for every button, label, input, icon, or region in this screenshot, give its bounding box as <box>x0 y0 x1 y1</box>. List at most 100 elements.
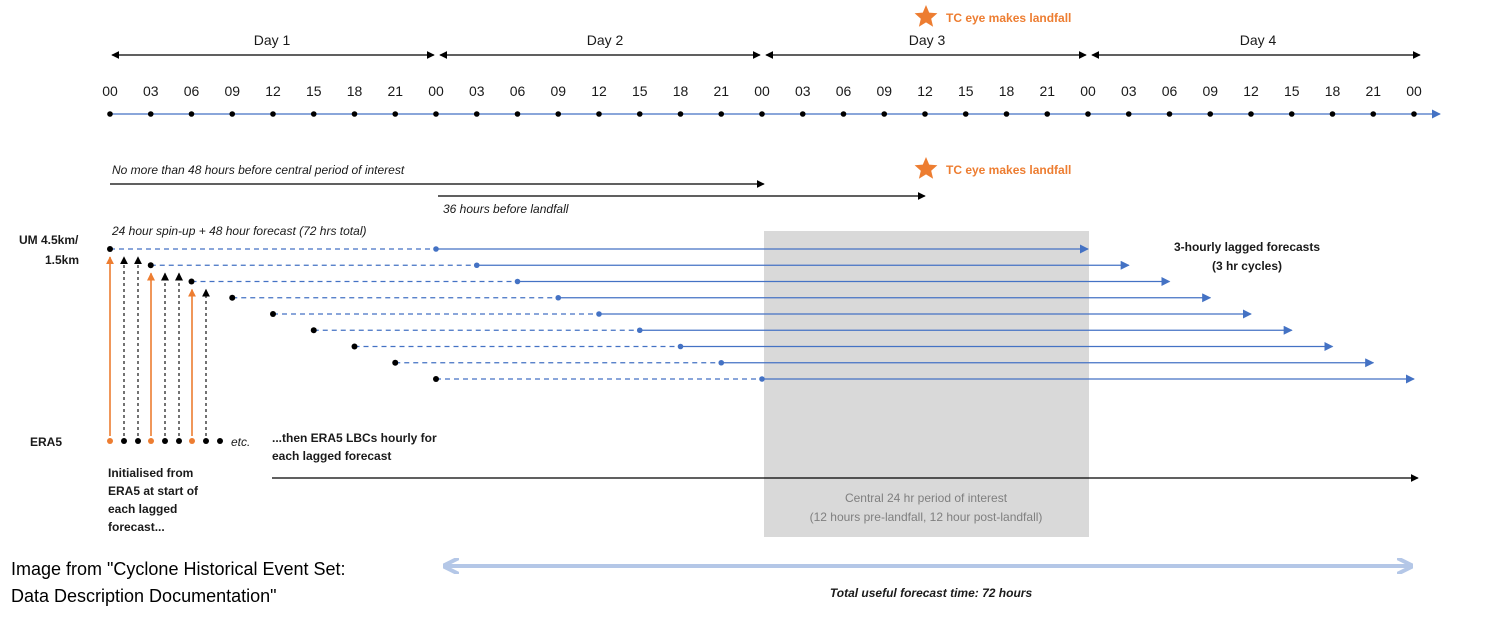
hour-dot <box>392 111 399 117</box>
hour-label: 15 <box>306 83 322 99</box>
forecast-start-dot <box>351 343 358 350</box>
day-label: Day 2 <box>587 32 624 48</box>
hour-dot <box>1085 111 1091 117</box>
init-label: forecast... <box>108 520 165 534</box>
lbc-label: ...then ERA5 LBCs hourly for <box>272 431 437 445</box>
hour-dot <box>1044 111 1051 117</box>
hour-dot <box>881 111 888 117</box>
hour-label: 21 <box>1039 83 1055 99</box>
hour-label: 00 <box>754 83 770 99</box>
hour-dot <box>718 111 725 117</box>
hour-dot <box>759 111 765 117</box>
init-label: Initialised from <box>108 466 193 480</box>
hour-dot <box>840 111 847 117</box>
hour-dot <box>270 111 276 117</box>
hour-dot <box>1411 111 1417 117</box>
era5-dot <box>162 438 168 444</box>
hour-dot <box>636 111 643 117</box>
hour-dot <box>596 111 602 117</box>
hour-dot <box>514 111 521 117</box>
star-icon <box>914 5 938 27</box>
forecast-start-dot <box>270 311 276 317</box>
hour-dot <box>799 111 806 117</box>
spinup-label: 24 hour spin-up + 48 hour forecast (72 h… <box>111 224 366 238</box>
forecast-mid-dot <box>473 262 480 269</box>
hour-label: 03 <box>1121 83 1137 99</box>
day-label: Day 3 <box>909 32 946 48</box>
lagged-label: 3-hourly lagged forecasts <box>1174 240 1320 254</box>
hour-label: 09 <box>1202 83 1218 99</box>
era5-label: ERA5 <box>30 435 62 449</box>
window-label: No more than 48 hours before central per… <box>112 163 405 177</box>
forecast-mid-dot <box>718 359 725 366</box>
hour-dot <box>962 111 969 117</box>
hour-label: 15 <box>1284 83 1300 99</box>
forecast-mid-dot <box>514 278 521 285</box>
hour-dot <box>1329 111 1336 117</box>
forecast-start-dot <box>433 376 439 382</box>
hour-dot <box>677 111 684 117</box>
hour-dot <box>1003 111 1010 117</box>
forecast-mid-dot <box>555 294 562 301</box>
etc-label: etc. <box>231 435 250 449</box>
hour-label: 00 <box>102 83 118 99</box>
hour-dot <box>1370 111 1377 117</box>
era5-dot <box>148 438 154 444</box>
era5-dot <box>176 438 182 444</box>
star-icon <box>914 157 938 179</box>
forecast-mid-dot <box>677 343 684 350</box>
window-arrows: No more than 48 hours before central per… <box>110 157 1071 216</box>
era5-dot <box>203 438 209 444</box>
hour-label: 18 <box>1325 83 1341 99</box>
model-label: 1.5km <box>45 253 79 267</box>
hour-label: 09 <box>876 83 892 99</box>
hour-dot <box>1125 111 1132 117</box>
hour-label: 15 <box>632 83 648 99</box>
period-label: (12 hours pre-landfall, 12 hour post-lan… <box>810 510 1043 524</box>
hour-dot <box>229 111 236 117</box>
hour-label: 12 <box>591 83 607 99</box>
hour-label: 21 <box>1365 83 1381 99</box>
lagged-forecasts <box>107 244 1415 384</box>
forecast-mid-dot <box>433 246 439 252</box>
source-caption: Data Description Documentation" <box>11 586 277 606</box>
hour-dot <box>107 111 113 117</box>
forecast-start-dot <box>310 327 317 334</box>
hour-label: 21 <box>387 83 403 99</box>
hour-label: 06 <box>836 83 852 99</box>
era5-initialisation: ERA5 etc. ...then ERA5 LBCs hourly for e… <box>30 256 1419 534</box>
hour-dot <box>1288 111 1295 117</box>
hour-label: 03 <box>795 83 811 99</box>
hour-label: 03 <box>469 83 485 99</box>
era5-dot <box>189 438 195 444</box>
init-label: ERA5 at start of <box>108 484 199 498</box>
era5-dot <box>217 438 223 444</box>
landfall-marker-top: TC eye makes landfall <box>914 5 1071 27</box>
hour-label: 06 <box>1162 83 1178 99</box>
period-label: Central 24 hr period of interest <box>845 491 1008 505</box>
hour-dot <box>922 111 928 117</box>
hour-label: 18 <box>999 83 1015 99</box>
era5-dot <box>107 438 113 444</box>
hour-label: 12 <box>265 83 281 99</box>
day-label: Day 4 <box>1240 32 1277 48</box>
lagged-label: (3 hr cycles) <box>1212 259 1282 273</box>
hour-label: 18 <box>347 83 363 99</box>
hour-dot <box>473 111 480 117</box>
era5-dot <box>121 438 127 444</box>
forecast-mid-dot <box>759 376 765 382</box>
forecast-mid-dot <box>636 327 643 334</box>
hour-dot <box>310 111 317 117</box>
hour-label: 00 <box>1080 83 1096 99</box>
hour-label: 06 <box>510 83 526 99</box>
hour-dot <box>1166 111 1173 117</box>
hour-dot <box>1207 111 1214 117</box>
day-spans: Day 1 Day 2 Day 3 Day 4 <box>111 32 1421 59</box>
forecast-start-dot <box>229 294 236 301</box>
hour-label: 00 <box>428 83 444 99</box>
forecast-start-dot <box>188 278 195 285</box>
hour-timeline: 00 03 06 09 12 15 18 21 00 03 06 09 12 15 18 21 00 03 06 09… <box>102 83 1441 119</box>
forecast-start-dot <box>147 262 154 269</box>
hour-dot <box>188 111 195 117</box>
